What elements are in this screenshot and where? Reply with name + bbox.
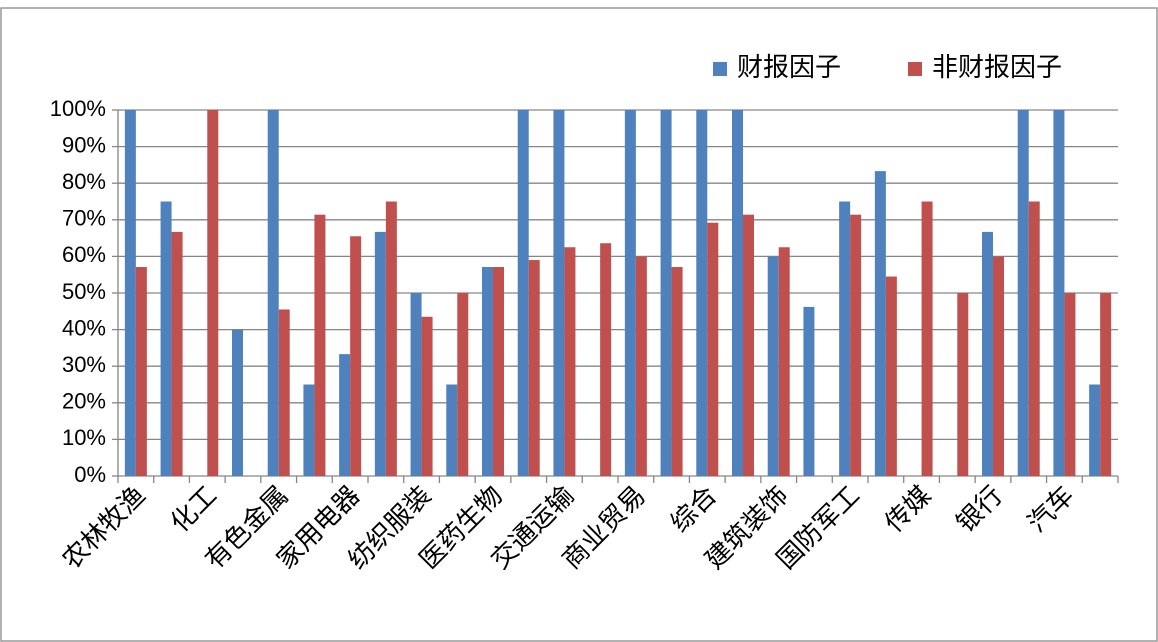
y-tick-label: 10% [62, 425, 106, 450]
bar [803, 306, 815, 476]
bar [410, 293, 422, 476]
bar [982, 231, 993, 476]
bar [635, 256, 647, 476]
bar [135, 267, 147, 476]
bar [1089, 384, 1101, 476]
bar [1028, 201, 1040, 476]
y-tick-label: 40% [62, 315, 106, 340]
bar [267, 110, 279, 476]
x-tick-label: 综合 [664, 480, 722, 538]
y-tick-label: 80% [62, 169, 106, 194]
bar [1053, 110, 1065, 476]
y-tick-label: 70% [62, 206, 106, 231]
bar [160, 201, 172, 476]
chart-frame [0, 7, 1158, 642]
bar [1017, 110, 1029, 476]
bar [124, 110, 136, 476]
bar [885, 276, 897, 476]
bar [374, 231, 386, 476]
legend-swatch [713, 62, 727, 76]
bar [528, 260, 540, 476]
bar [278, 309, 290, 476]
bar [767, 256, 779, 476]
bar [207, 110, 219, 476]
bar [957, 293, 969, 476]
x-tick-label: 农林牧渔 [56, 480, 151, 575]
bar [839, 201, 851, 476]
bar [624, 110, 636, 476]
y-tick-label: 100% [50, 96, 106, 121]
bar [303, 384, 315, 476]
bar [778, 247, 790, 476]
bar [493, 267, 504, 476]
legend-label: 非财报因子 [932, 52, 1062, 82]
bar [874, 171, 886, 476]
bar [600, 243, 612, 476]
bar [707, 222, 719, 476]
bar [232, 329, 243, 476]
legend-label: 财报因子 [737, 52, 841, 82]
x-tick-label: 传媒 [879, 480, 937, 538]
bar [660, 110, 672, 476]
bar [696, 110, 708, 476]
bar [732, 110, 743, 476]
bar [339, 354, 351, 476]
legend-swatch [908, 62, 922, 76]
y-tick-label: 90% [62, 132, 106, 157]
bar [446, 384, 458, 476]
y-tick-label: 0% [74, 462, 106, 487]
bar [850, 214, 862, 476]
bar [1100, 293, 1112, 476]
y-tick-label: 60% [62, 242, 106, 267]
y-tick-label: 30% [62, 352, 106, 377]
bar [517, 110, 529, 476]
bar [921, 201, 933, 476]
x-tick-label: 银行 [950, 480, 1008, 538]
bar [743, 214, 754, 476]
bar [482, 267, 493, 476]
bar [553, 110, 565, 476]
bar [421, 316, 433, 476]
bar [314, 214, 326, 476]
bar [564, 247, 576, 476]
x-tick-label: 汽车 [1022, 480, 1080, 538]
bar [993, 256, 1004, 476]
bar [671, 267, 683, 476]
x-tick-label: 化工 [164, 480, 222, 538]
bar [350, 236, 362, 476]
bar [457, 293, 469, 476]
y-tick-label: 20% [62, 389, 106, 414]
bar [385, 201, 397, 476]
bar [1064, 293, 1076, 476]
bar [171, 231, 183, 476]
y-tick-label: 50% [62, 279, 106, 304]
